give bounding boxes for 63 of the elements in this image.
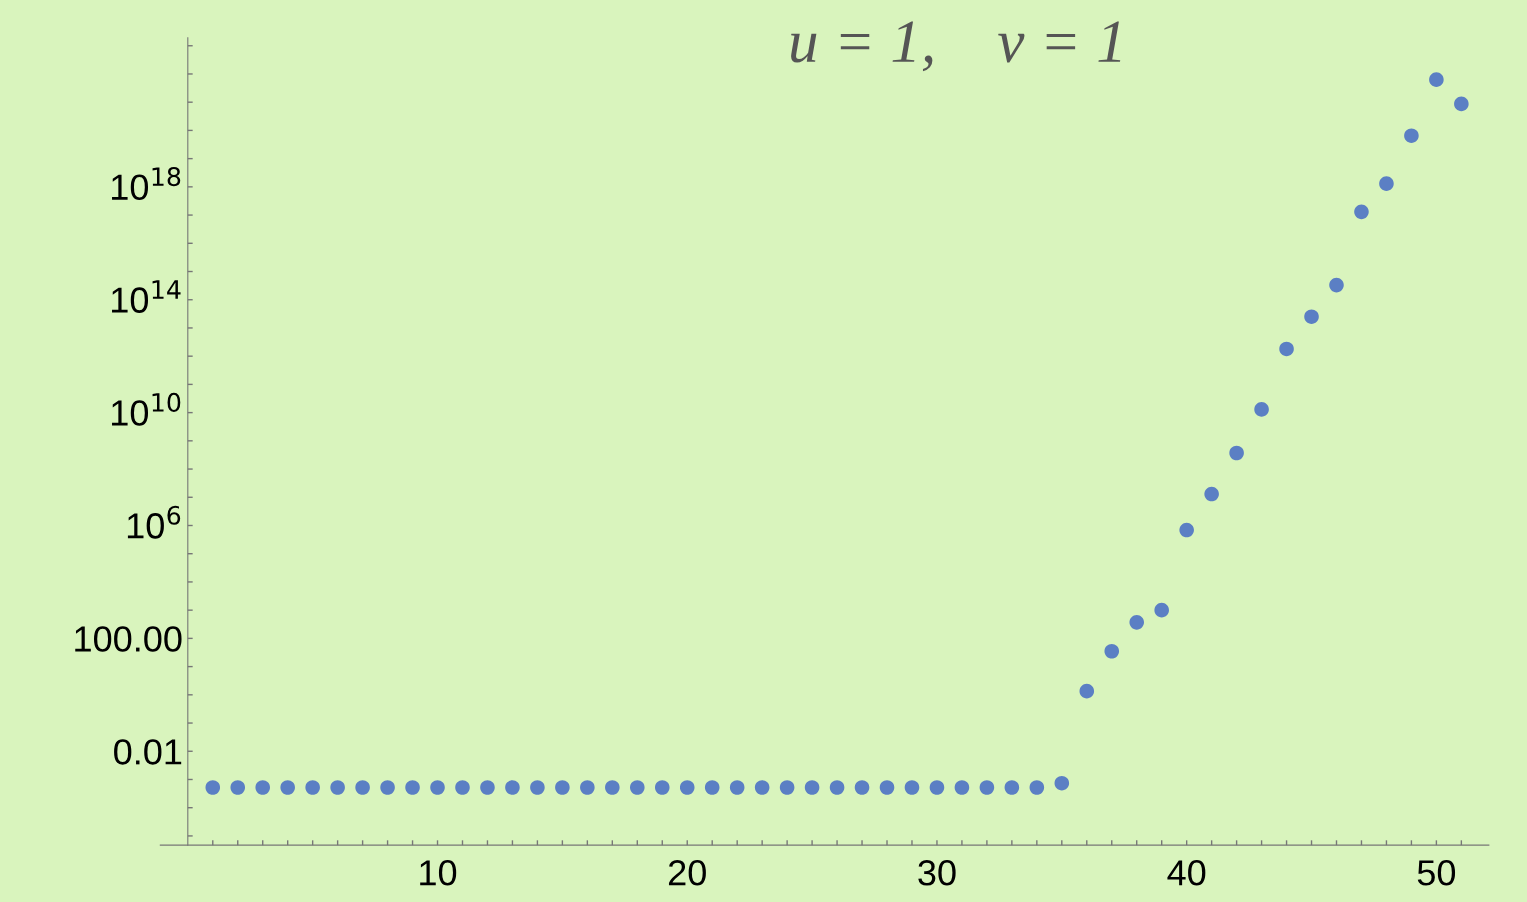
- point: [1279, 341, 1294, 357]
- point: [205, 780, 221, 795]
- x-tick-label: 40: [1167, 860, 1206, 886]
- point: [1104, 643, 1120, 659]
- y-tick-label: 10$^{18}$: [112, 167, 181, 201]
- point: [1004, 780, 1020, 795]
- point: [904, 780, 920, 795]
- point: [879, 780, 895, 795]
- x-tick-label: 30: [918, 860, 956, 886]
- point: [380, 780, 395, 795]
- point: [1129, 615, 1145, 630]
- point: [1354, 204, 1369, 220]
- point: [530, 780, 545, 795]
- point: [754, 780, 770, 795]
- point: [779, 780, 795, 795]
- point: [1229, 445, 1244, 461]
- point: [979, 780, 995, 795]
- point: [480, 780, 495, 795]
- point: [580, 780, 595, 795]
- y-tick-label: 10$^{14}$: [112, 280, 181, 313]
- point: [654, 780, 670, 795]
- y-tick-label: 10$^{10}$: [112, 392, 181, 426]
- point: [1054, 775, 1070, 791]
- point: [1154, 602, 1169, 618]
- point: [280, 780, 295, 795]
- point: [605, 780, 620, 795]
- point: [679, 780, 695, 795]
- point: [355, 780, 370, 795]
- point: [630, 780, 645, 795]
- point: [255, 780, 270, 795]
- point: [1329, 277, 1344, 293]
- point: [704, 780, 720, 795]
- y-tick-label: 100.00: [75, 626, 182, 652]
- point: [1204, 486, 1219, 502]
- point: [1379, 176, 1394, 191]
- point: [929, 780, 945, 795]
- point: [405, 780, 420, 795]
- y-tick-label: 10$^{6}$: [127, 505, 181, 539]
- point: [505, 780, 520, 795]
- point: [305, 780, 320, 795]
- point: [1079, 683, 1095, 699]
- y-tick-label: 0.01: [114, 739, 182, 765]
- point: [430, 780, 445, 795]
- point: [829, 780, 845, 795]
- point: [1179, 522, 1194, 538]
- point: [330, 780, 345, 795]
- chart-title: u = 1, v = 1: [791, 21, 1121, 72]
- x-tick-label: 20: [668, 860, 706, 886]
- point: [1254, 402, 1269, 417]
- point: [804, 780, 820, 795]
- point: [455, 780, 470, 795]
- point: [729, 780, 745, 795]
- point: [1029, 780, 1045, 795]
- point: [854, 780, 870, 795]
- x-tick-label: 50: [1417, 860, 1456, 886]
- point: [230, 780, 246, 795]
- x-tick-label: 10: [420, 860, 457, 886]
- point: [1454, 96, 1469, 112]
- point: [555, 780, 570, 795]
- point: [954, 780, 970, 795]
- point: [1304, 309, 1319, 325]
- point: [1404, 128, 1419, 143]
- point: [1429, 72, 1444, 87]
